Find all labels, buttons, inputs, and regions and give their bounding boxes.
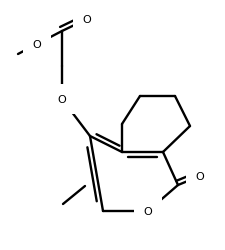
Text: O: O — [196, 171, 204, 181]
Text: O: O — [83, 15, 91, 25]
Text: O: O — [144, 206, 152, 216]
Text: O: O — [33, 40, 41, 50]
Text: O: O — [58, 94, 66, 104]
